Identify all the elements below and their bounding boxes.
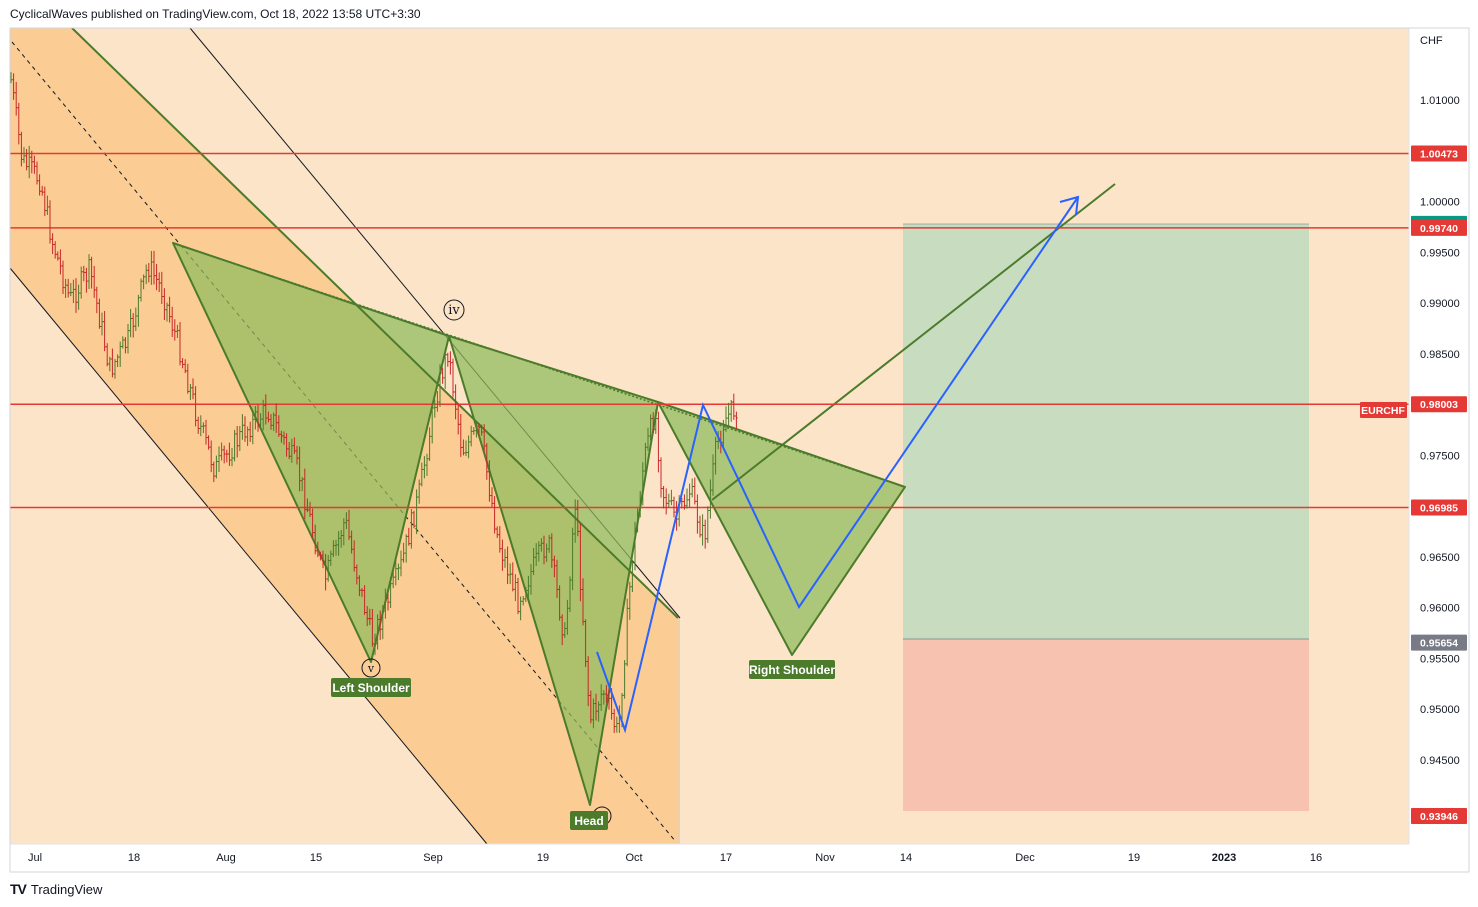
y-tick-label: 0.99000: [1420, 298, 1460, 310]
price-tag-box: [1411, 219, 1467, 236]
x-tick-label: Aug: [216, 852, 236, 864]
x-tick-label: 19: [537, 852, 549, 864]
y-tick-label: 0.96000: [1420, 603, 1460, 615]
wave-v-label-left: v: [367, 662, 375, 675]
price-scale[interactable]: [1409, 28, 1469, 844]
time-scale[interactable]: [10, 844, 1409, 872]
x-tick-label: 18: [128, 852, 140, 864]
wave-iv-circle: [443, 299, 465, 321]
head-shoulders-pattern: [172, 242, 906, 806]
green-trend-line: [71, 27, 679, 619]
symbol-tag-box: [1360, 402, 1407, 418]
x-tick-label: Oct: [625, 852, 642, 864]
x-axis-ticks: Jul 18 Aug 15 Sep 19 Oct 17 Nov 14 Dec 19 2023 16: [28, 852, 1322, 864]
footer: TV TradingView: [10, 881, 102, 897]
stop-zone: [903, 639, 1309, 811]
y-tick-label: 0.98500: [1420, 349, 1460, 361]
chart-frame: [9, 27, 1470, 873]
blue-projection-path: [596, 196, 1079, 734]
price-tag-label: 0.96985: [1420, 503, 1458, 515]
price-tag-label: 0.95654: [1420, 638, 1458, 650]
x-tick-label: 16: [1310, 852, 1322, 864]
neckline-dotted: [172, 242, 906, 488]
y-tick-label: 0.97500: [1420, 450, 1460, 462]
price-tag-box: [1411, 634, 1467, 651]
y-tick-label: 1.00000: [1420, 197, 1460, 209]
x-tick-label: 15: [310, 852, 322, 864]
wave-v-circle-left: [361, 658, 381, 678]
y-tick-label: 0.94500: [1420, 755, 1460, 767]
head-triangle: [448, 335, 659, 806]
head-box: [570, 811, 608, 830]
price-tag-box: [1411, 396, 1467, 413]
currency-label: CHF: [1420, 35, 1443, 47]
green-projection-line: [711, 183, 1116, 501]
wave-iv-label: iv: [448, 303, 460, 318]
channel-lower-line: [9, 267, 488, 845]
left-shoulder-label: Left Shoulder: [332, 681, 410, 695]
left-shoulder-box: [331, 678, 411, 697]
footer-brand: TradingView: [30, 881, 103, 897]
x-tick-label: 14: [900, 852, 912, 864]
price-tag-box: [1411, 807, 1467, 824]
x-tick-label: 19: [1128, 852, 1140, 864]
right-shoulder-label: Right Shoulder: [749, 663, 835, 677]
horizontal-levels: [10, 152, 1409, 509]
x-tick-label: Dec: [1015, 852, 1035, 864]
head-label: Head: [574, 814, 603, 828]
price-tag-label: 1.00473: [1420, 148, 1458, 160]
target-zone: [903, 224, 1309, 639]
y-tick-label: 0.95000: [1420, 704, 1460, 716]
publish-header: CyclicalWaves published on TradingView.c…: [10, 7, 421, 21]
x-tick-label: Nov: [815, 852, 835, 864]
x-tick-label: 2023: [1212, 852, 1236, 864]
x-tick-label: 17: [720, 852, 732, 864]
y-tick-label: 0.99500: [1420, 247, 1460, 259]
price-tag-label: 0.99740: [1420, 223, 1458, 235]
price-tag-box: [1411, 145, 1467, 162]
x-tick-label: Sep: [423, 852, 443, 864]
price-tag-label: 0.93946: [1420, 811, 1458, 823]
symbol-tag: EURCHF: [1361, 405, 1405, 417]
y-tick-label: 0.96500: [1420, 552, 1460, 564]
blue-arrow-head: [1059, 195, 1080, 216]
x-tick-label: Jul: [28, 852, 42, 864]
price-tags: 1.004730.997790.997400.980030.969850.956…: [1411, 145, 1467, 824]
price-tag-box: [1411, 499, 1467, 516]
price-tag-label: 0.98003: [1420, 399, 1458, 411]
y-tick-label: 0.95500: [1420, 653, 1460, 665]
y-tick-label: 1.01000: [1420, 95, 1460, 107]
tradingview-logo-icon: TV: [10, 881, 27, 897]
right-shoulder-box: [749, 660, 835, 679]
